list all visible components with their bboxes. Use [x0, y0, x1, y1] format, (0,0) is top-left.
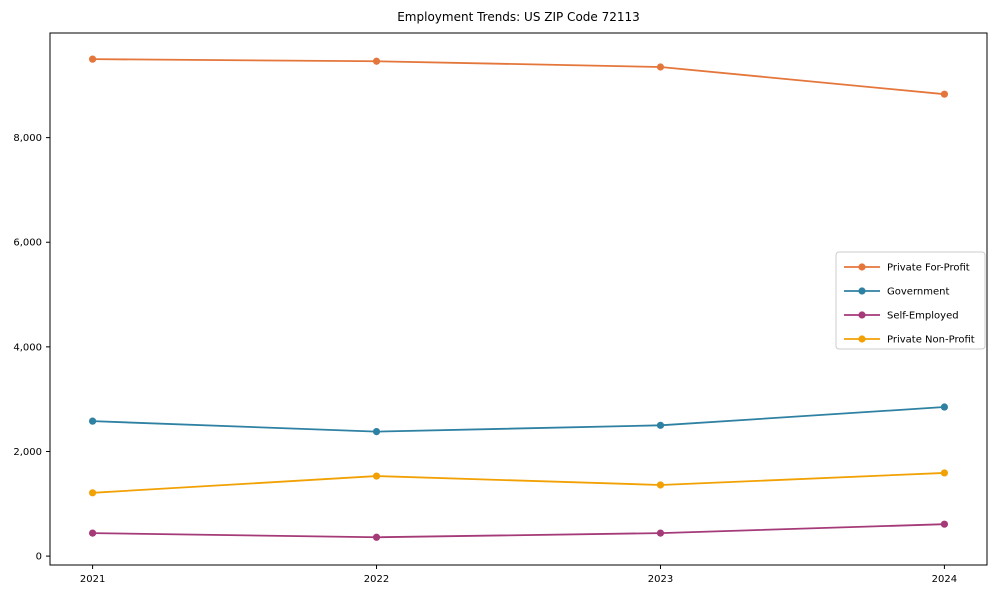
- x-tick-label: 2021: [80, 574, 105, 585]
- legend-marker-private-for-profit: [858, 263, 866, 271]
- y-tick-label: 2,000: [13, 447, 42, 458]
- data-point-private-for-profit: [656, 63, 665, 71]
- data-point-government: [88, 417, 97, 425]
- data-point-self-employed: [656, 529, 665, 537]
- legend-box: [835, 251, 986, 350]
- series-line-government: [91, 406, 946, 433]
- data-point-self-employed: [940, 520, 949, 528]
- series-line-self-employed: [91, 523, 946, 539]
- legend-label-government: Government: [887, 287, 949, 298]
- data-point-private-non-profit: [88, 489, 97, 497]
- data-point-private-non-profit: [656, 481, 665, 489]
- data-point-private-for-profit: [940, 90, 949, 98]
- series-line-private-non-profit: [91, 472, 946, 494]
- legend-label-private-for-profit: Private For-Profit: [887, 263, 970, 274]
- x-tick-label: 2024: [932, 574, 957, 585]
- data-point-private-non-profit: [372, 472, 381, 480]
- data-point-private-for-profit: [88, 55, 97, 63]
- y-tick-label: 6,000: [13, 238, 42, 249]
- series-line-private-for-profit: [91, 58, 946, 96]
- legend-marker-self-employed: [858, 311, 866, 319]
- legend-marker-government: [858, 287, 866, 295]
- data-point-private-non-profit: [940, 469, 949, 477]
- data-point-self-employed: [88, 529, 97, 537]
- legend-marker-private-non-profit: [858, 335, 866, 343]
- data-point-self-employed: [372, 533, 381, 541]
- y-tick-label: 8,000: [13, 133, 42, 144]
- legend-label-self-employed: Self-Employed: [887, 311, 959, 322]
- data-point-government: [372, 428, 381, 436]
- chart-title: Employment Trends: US ZIP Code 72113: [397, 10, 640, 24]
- data-point-government: [656, 421, 665, 429]
- x-tick-label: 2022: [364, 574, 389, 585]
- data-point-private-for-profit: [372, 57, 381, 65]
- x-tick-label: 2023: [648, 574, 673, 585]
- plot-frame: [49, 32, 988, 566]
- y-tick-label: 4,000: [13, 342, 42, 353]
- y-tick-label: 0: [36, 552, 42, 563]
- legend-label-private-non-profit: Private Non-Profit: [887, 335, 975, 346]
- data-point-government: [940, 403, 949, 411]
